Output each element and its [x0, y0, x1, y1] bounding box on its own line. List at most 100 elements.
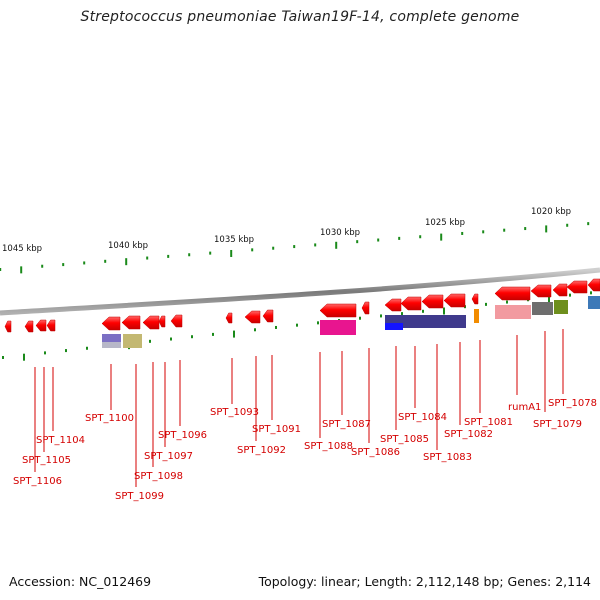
domain-box-green — [554, 300, 568, 314]
gene-label: SPT_1091 — [252, 424, 301, 435]
gene-label: SPT_1079 — [533, 419, 582, 430]
scale-label: 1020 kbp — [531, 207, 571, 217]
gene-label: SPT_1082 — [444, 429, 493, 440]
domain-box-darkgray — [532, 302, 553, 315]
domain-box-blue — [385, 323, 403, 330]
gene-label: SPT_1105 — [22, 455, 71, 466]
gene-label: SPT_1092 — [237, 445, 286, 456]
domain-box-pink — [495, 305, 531, 319]
lower-tick — [2, 356, 4, 359]
gene-arrow — [361, 301, 370, 315]
upper-tick — [524, 227, 527, 231]
gene-arrow — [443, 293, 466, 308]
gene-arrow — [262, 309, 274, 323]
upper-tick — [461, 231, 464, 235]
gene-arrow — [552, 283, 568, 297]
gene-label: SPT_1100 — [85, 413, 134, 424]
lower-tick — [44, 351, 46, 355]
lower-tick — [170, 337, 172, 341]
upper-tick — [566, 223, 569, 227]
scale-label: 1045 kbp — [2, 244, 42, 254]
lower-tick — [590, 291, 592, 295]
upper-tick — [356, 240, 359, 244]
lower-tick — [422, 309, 424, 313]
gene-label: rumA1 — [508, 402, 541, 413]
lower-tick — [317, 321, 319, 325]
gene-arrow — [101, 316, 121, 331]
gene-label: SPT_1081 — [464, 417, 513, 428]
lower-tick — [380, 314, 382, 318]
gene-label: SPT_1084 — [398, 412, 447, 423]
scale-label: 1035 kbp — [214, 235, 254, 245]
upper-tick — [251, 248, 254, 252]
upper-tick — [62, 263, 65, 267]
gene-arrow — [421, 294, 444, 309]
lower-tick — [191, 335, 193, 339]
upper-tick — [20, 266, 23, 274]
scale-label: 1030 kbp — [320, 228, 360, 238]
gene-arrow — [494, 286, 531, 301]
lower-tick — [254, 328, 256, 332]
upper-tick — [272, 246, 275, 250]
feature-boxes — [102, 296, 600, 348]
scale-label: 1040 kbp — [108, 241, 148, 251]
gene-arrow-track — [4, 278, 600, 333]
lower-tick-row — [2, 291, 592, 361]
lower-tick — [275, 325, 277, 329]
domain-box-purple — [102, 334, 121, 342]
gene-label: SPT_1087 — [322, 419, 371, 430]
genome-summary-text: Topology: linear; Length: 2,112,148 bp; … — [258, 574, 591, 589]
gene-arrow — [566, 280, 588, 294]
lower-tick — [506, 300, 508, 304]
upper-tick — [125, 258, 128, 266]
gene-label: SPT_1104 — [36, 435, 85, 446]
upper-tick — [335, 241, 338, 249]
gene-label: SPT_1083 — [423, 452, 472, 463]
upper-tick — [104, 259, 107, 263]
gene-arrow — [471, 293, 479, 305]
domain-box-steelblue — [588, 296, 600, 309]
gene-label: SPT_1099 — [115, 491, 164, 502]
scale-label: 1025 kbp — [425, 218, 465, 228]
lower-tick — [65, 349, 67, 353]
gene-arrow — [170, 314, 183, 328]
upper-tick — [209, 251, 212, 255]
accession-text: Accession: NC_012469 — [9, 574, 152, 589]
upper-tick — [83, 261, 86, 265]
upper-tick — [440, 233, 443, 241]
gene-arrow — [530, 284, 552, 298]
gene-arrow — [4, 320, 12, 333]
upper-tick-row — [0, 222, 590, 274]
upper-tick — [503, 228, 506, 232]
upper-tick — [0, 268, 2, 271]
upper-tick — [146, 256, 149, 260]
gene-arrow — [384, 298, 402, 312]
lower-tick — [401, 312, 403, 316]
genome-backbone — [0, 267, 600, 316]
domain-box-navy-1 — [385, 315, 466, 328]
lower-tick — [233, 330, 235, 338]
domain-box-magenta — [320, 320, 356, 335]
upper-tick — [314, 243, 317, 247]
lower-tick — [212, 332, 214, 336]
gene-arrow — [24, 320, 34, 333]
upper-tick — [41, 264, 44, 268]
gene-label: SPT_1086 — [351, 447, 400, 458]
gene-label: SPT_1106 — [13, 476, 62, 487]
lower-tick — [296, 323, 298, 327]
gene-arrow — [400, 296, 422, 311]
lower-tick — [485, 302, 487, 306]
gene-arrow — [46, 319, 56, 332]
upper-tick — [398, 236, 401, 240]
domain-box-gray — [102, 342, 121, 348]
gene-arrow — [35, 319, 47, 332]
gene-arrow — [587, 278, 600, 292]
upper-tick — [545, 225, 548, 233]
domain-box-orange — [474, 309, 479, 323]
upper-tick — [482, 230, 485, 234]
gene-arrow — [158, 315, 166, 328]
gene-arrow — [121, 315, 141, 330]
upper-tick — [419, 235, 422, 239]
